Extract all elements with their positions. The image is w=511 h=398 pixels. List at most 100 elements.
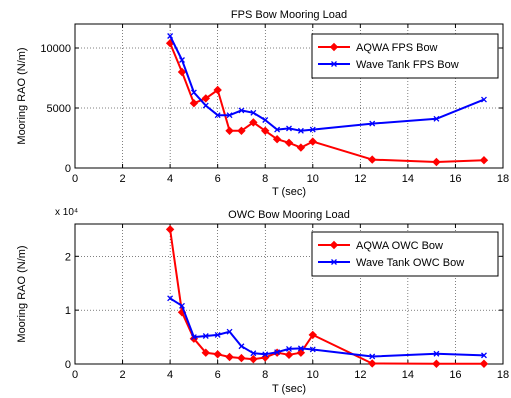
chart-title: OWC Bow Mooring Load <box>228 209 350 221</box>
data-point <box>297 127 304 134</box>
data-point <box>284 350 294 360</box>
x-tick-label: 16 <box>449 369 461 381</box>
y-exponent-label: x 10⁴ <box>55 207 78 218</box>
y-tick-label: 0 <box>65 359 71 371</box>
x-tick-label: 8 <box>262 369 268 381</box>
data-point <box>368 359 377 368</box>
legend-item-1: AQWA FPS Bow <box>318 42 438 54</box>
y-axis-label: Mooring RAO (N/m) <box>16 245 28 342</box>
x-axis-label: T (sec) <box>272 186 306 198</box>
x-tick-label: 0 <box>72 369 78 381</box>
data-point <box>369 120 376 127</box>
data-point <box>165 225 175 234</box>
data-point <box>272 134 282 144</box>
data-point <box>262 117 269 123</box>
data-point <box>481 96 487 103</box>
y-tick-label: 10000 <box>40 43 71 55</box>
data-point <box>309 126 316 133</box>
data-point <box>237 353 246 363</box>
data-point <box>274 126 281 133</box>
data-point <box>167 33 174 39</box>
x-tick-label: 14 <box>402 369 414 381</box>
x-tick-label: 8 <box>262 173 268 185</box>
data-point <box>262 351 269 358</box>
axes-box <box>74 223 504 365</box>
x-tick-label: 14 <box>402 173 414 185</box>
data-point <box>226 328 233 335</box>
legend-marker <box>331 259 337 265</box>
x-tick-label: 10 <box>307 369 319 381</box>
data-point <box>481 352 487 359</box>
chart-title: FPS Bow Mooring Load <box>231 9 347 21</box>
data-point <box>368 155 377 164</box>
legend-box <box>311 33 499 79</box>
legend: AQWA FPS Bow Wave Tank FPS Bow <box>311 33 499 79</box>
legend-marker <box>331 61 337 67</box>
series-2 <box>167 33 487 134</box>
data-point <box>309 346 316 353</box>
x-tick-label: 16 <box>449 173 461 185</box>
data-point <box>249 354 258 364</box>
data-point <box>226 112 233 119</box>
legend-label: Wave Tank OWC Bow <box>356 257 464 269</box>
legend-item-2: Wave Tank OWC Bow <box>318 257 464 269</box>
data-point <box>433 115 440 122</box>
x-axis-label: T (sec) <box>272 383 306 395</box>
series-2 <box>167 295 487 360</box>
data-point <box>369 353 376 360</box>
data-point <box>238 343 245 350</box>
data-point <box>167 295 174 302</box>
data-point <box>189 98 199 108</box>
data-point <box>238 107 245 114</box>
data-point <box>479 155 489 165</box>
data-point <box>249 118 258 127</box>
data-point <box>179 57 185 63</box>
x-tick-label: 6 <box>215 173 221 185</box>
series-line <box>169 297 485 358</box>
data-point <box>286 125 292 132</box>
legend-item-2: Wave Tank FPS Bow <box>318 59 459 71</box>
legend-box <box>311 231 499 277</box>
data-point <box>201 348 210 357</box>
series-line <box>169 229 484 365</box>
x-tick-label: 4 <box>167 369 173 381</box>
legend-marker <box>329 42 339 52</box>
x-tick-label: 0 <box>72 173 78 185</box>
x-tick-label: 6 <box>215 369 221 381</box>
data-point <box>190 89 197 96</box>
x-tick-label: 18 <box>497 173 509 185</box>
x-tick-label: 2 <box>119 369 125 381</box>
x-tick-label: 12 <box>354 173 366 185</box>
data-point <box>250 350 257 357</box>
data-point <box>179 302 185 309</box>
data-point <box>297 345 304 352</box>
data-point <box>177 67 187 77</box>
x-tick-label: 12 <box>354 369 366 381</box>
axes-box <box>74 23 504 169</box>
data-point <box>201 94 210 103</box>
data-point <box>202 333 209 339</box>
data-point <box>250 109 257 116</box>
data-point <box>286 345 292 352</box>
legend-label: Wave Tank FPS Bow <box>356 59 459 71</box>
data-point <box>213 350 222 359</box>
y-axis-label: Mooring RAO (N/m) <box>16 47 28 144</box>
data-point <box>432 157 441 167</box>
data-point <box>296 143 306 152</box>
y-tick-label: 1 <box>65 305 71 317</box>
y-tick-label: 0 <box>65 163 71 175</box>
legend-label: AQWA OWC Bow <box>356 240 443 252</box>
data-point <box>261 126 270 136</box>
data-point <box>274 349 281 356</box>
data-point <box>479 359 489 368</box>
x-tick-label: 2 <box>119 173 125 185</box>
legend-label: AQWA FPS Bow <box>356 42 438 54</box>
legend-item-1: AQWA OWC Bow <box>318 240 443 252</box>
x-tick-label: 4 <box>167 173 173 185</box>
series-line <box>169 42 485 163</box>
data-point <box>225 352 234 362</box>
x-tick-label: 10 <box>307 173 319 185</box>
data-point <box>214 112 221 119</box>
